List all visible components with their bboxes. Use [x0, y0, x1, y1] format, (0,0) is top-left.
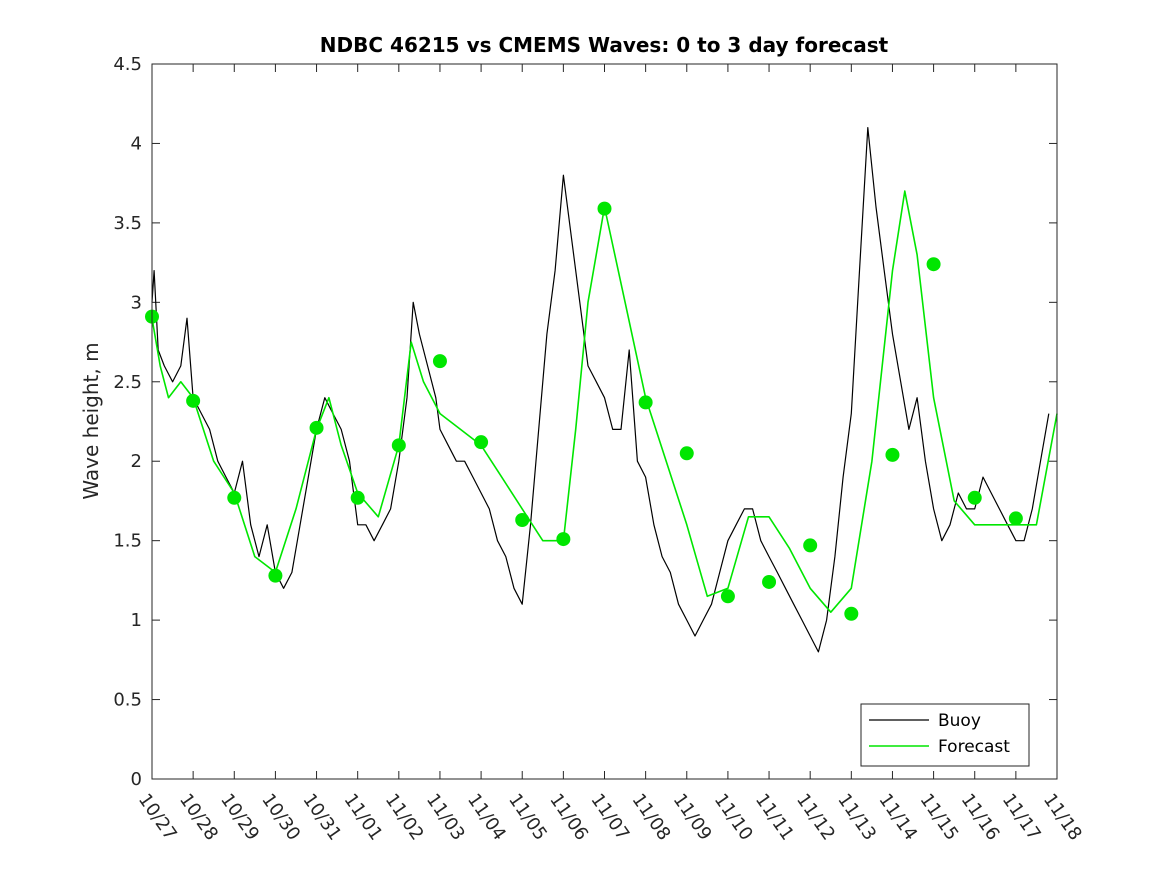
y-axis-label: Wave height, m: [79, 342, 103, 499]
forecast-marker: [638, 395, 653, 410]
x-tick-label: 11/11: [751, 790, 798, 845]
x-tick-label: 11/15: [915, 790, 962, 845]
forecast-marker: [350, 490, 365, 505]
y-tick-label: 1.5: [113, 531, 142, 552]
y-tick-label: 1: [131, 610, 142, 631]
y-axis: 0 0.5 1 1.5 2 2.5 3 3.5 4 4.5: [113, 54, 1057, 790]
x-tick-label: 11/07: [586, 790, 633, 845]
forecast-marker: [597, 201, 612, 216]
series-line-forecast: [151, 190, 1058, 614]
x-tick-label: 11/09: [669, 790, 716, 845]
plot-frame: [151, 63, 1058, 780]
y-tick-label: 0.5: [113, 690, 142, 711]
x-tick-label: 11/12: [792, 790, 839, 845]
series-line-buoy: [151, 126, 1050, 653]
x-tick-label: 10/31: [298, 790, 345, 845]
legend-box: [860, 703, 1030, 767]
y-tick-label: 4.5: [113, 54, 142, 75]
y-tick-label: 2: [131, 451, 142, 472]
forecast-marker: [803, 538, 818, 553]
forecast-marker: [515, 513, 530, 528]
x-tick-label: 10/27: [134, 790, 181, 845]
forecast-marker: [227, 490, 242, 505]
forecast-marker: [679, 446, 694, 461]
y-tick-label: 3.5: [113, 213, 142, 234]
forecast-marker: [556, 532, 571, 547]
x-tick-label: 11/06: [545, 790, 592, 845]
x-tick-label: 11/17: [998, 790, 1045, 845]
chart-title: NDBC 46215 vs CMEMS Waves: 0 to 3 day fo…: [320, 33, 889, 57]
x-tick-label: 10/30: [257, 790, 304, 845]
forecast-marker: [309, 420, 324, 435]
x-tick-label: 11/13: [833, 790, 880, 845]
x-tick-label: 11/05: [504, 790, 551, 845]
y-tick-label: 4: [131, 133, 142, 154]
forecast-marker: [432, 354, 447, 369]
forecast-marker: [1008, 511, 1023, 526]
y-tick-label: 3: [131, 292, 142, 313]
forecast-marker: [926, 257, 941, 272]
forecast-marker: [268, 568, 283, 583]
x-tick-label: 11/16: [957, 790, 1004, 845]
forecast-marker: [844, 606, 859, 621]
forecast-marker: [762, 574, 777, 589]
x-tick-label: 11/10: [710, 790, 757, 845]
legend-label-forecast: Forecast: [938, 737, 1010, 757]
x-tick-label: 11/08: [628, 790, 675, 845]
forecast-marker: [474, 435, 489, 450]
x-tick-label: 11/14: [874, 790, 921, 845]
y-tick-label: 2.5: [113, 372, 142, 393]
x-tick-label: 11/02: [381, 790, 428, 845]
x-tick-label: 11/03: [422, 790, 469, 845]
forecast-marker: [186, 393, 201, 408]
forecast-markers: [145, 201, 1023, 621]
x-tick-label: 11/04: [463, 790, 510, 845]
forecast-marker: [885, 447, 900, 462]
x-tick-label: 11/18: [1039, 790, 1086, 845]
legend: Buoy Forecast: [860, 703, 1030, 767]
series-layer: [151, 126, 1058, 653]
forecast-marker: [967, 490, 982, 505]
forecast-marker: [391, 438, 406, 453]
x-tick-label: 10/28: [175, 790, 222, 845]
forecast-marker: [720, 589, 735, 604]
y-tick-label: 0: [131, 769, 142, 790]
x-tick-label: 11/01: [340, 790, 387, 845]
legend-label-buoy: Buoy: [938, 711, 981, 731]
x-tick-label: 10/29: [216, 790, 263, 845]
